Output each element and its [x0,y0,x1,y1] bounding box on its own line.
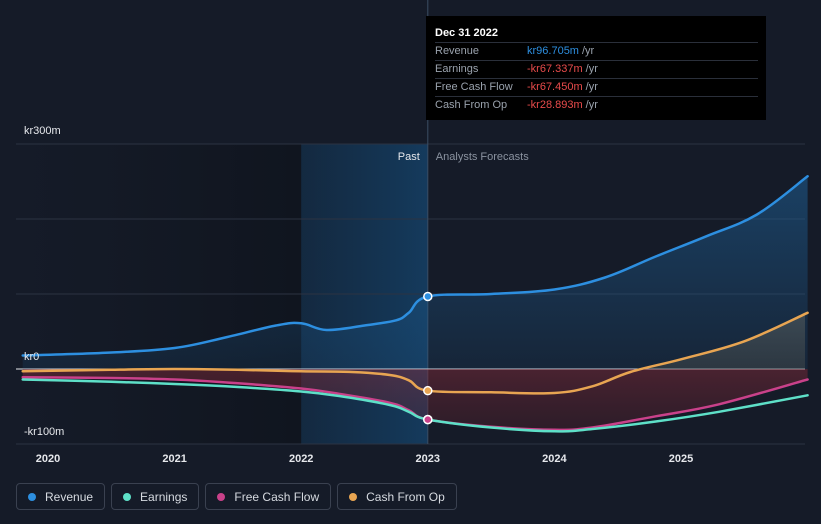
cash-from-op-area [22,314,805,369]
tooltip-unit: /yr [585,81,598,93]
legend-label: Revenue [45,489,94,504]
tooltip-value: -kr28.893m [527,99,583,111]
tooltip: Dec 31 2022 Revenue kr96.705m/yr Earnings -… [426,16,766,120]
legend-item-free-cash-flow[interactable]: Free Cash Flow [205,483,332,510]
legend: Revenue Earnings Free Cash Flow Cash From O… [16,483,457,510]
revenue-line [21,175,809,357]
revenue-marker[interactable] [423,291,433,302]
x-tick-label: 2020 [36,453,60,465]
legend-dot-icon [349,492,358,501]
past-label: Past [398,151,420,163]
tooltip-label: Cash From Op [435,99,508,111]
negative-area [22,369,808,430]
tooltip-date: Dec 31 2022 [435,27,498,39]
legend-dot-icon [28,492,36,501]
tooltip-unit: /yr [581,45,595,57]
x-tick-label: 2023 [416,453,440,465]
earnings-line [21,378,809,433]
legend-label: Earnings [140,489,188,504]
tooltip-row: Revenue kr96.705m/yr [435,42,758,60]
x-tick-label: 2025 [669,453,693,465]
cash-from-op-line [21,311,809,395]
tooltip-value: kr96.705m [527,45,579,57]
y-tick-label: kr0 [24,351,39,363]
tooltip-value: -kr67.337m [527,63,583,75]
x-tick-label: 2022 [289,453,313,465]
x-tick-label: 2021 [162,453,186,465]
tooltip-value: -kr67.450m [527,81,583,93]
tooltip-label: Free Cash Flow [435,81,513,93]
free-cash-flow-line [21,376,809,432]
free-cash-flow-marker[interactable] [423,414,433,425]
revenue-area [22,176,808,369]
tooltip-row: Earnings -kr67.337m/yr [435,60,758,78]
tooltip-label: Revenue [435,45,480,57]
legend-dot-icon [123,492,132,501]
cash-from-op-marker[interactable] [423,385,433,396]
x-tick-label: 2024 [542,453,567,465]
legend-label: Free Cash Flow [234,489,320,504]
forecast-label: Analysts Forecasts [436,151,529,163]
legend-dot-icon [217,492,226,501]
legend-label: Cash From Op [366,489,445,504]
tooltip-row: Free Cash Flow -kr67.450m/yr [435,78,758,96]
y-tick-label: kr300m [24,125,61,137]
tooltip-row: Cash From Op -kr28.893m/yr [435,96,758,114]
tooltip-label: Earnings [435,63,479,75]
y-tick-label: -kr100m [24,426,64,438]
tooltip-unit: /yr [585,99,598,111]
tooltip-unit: /yr [585,63,598,75]
legend-item-cash-from-op[interactable]: Cash From Op [337,483,457,510]
legend-item-revenue[interactable]: Revenue [16,483,106,510]
legend-item-earnings[interactable]: Earnings [111,483,200,510]
chart: kr300m kr0 -kr100m 2020 2021 2022 2023 2024 2025… [16,0,809,465]
